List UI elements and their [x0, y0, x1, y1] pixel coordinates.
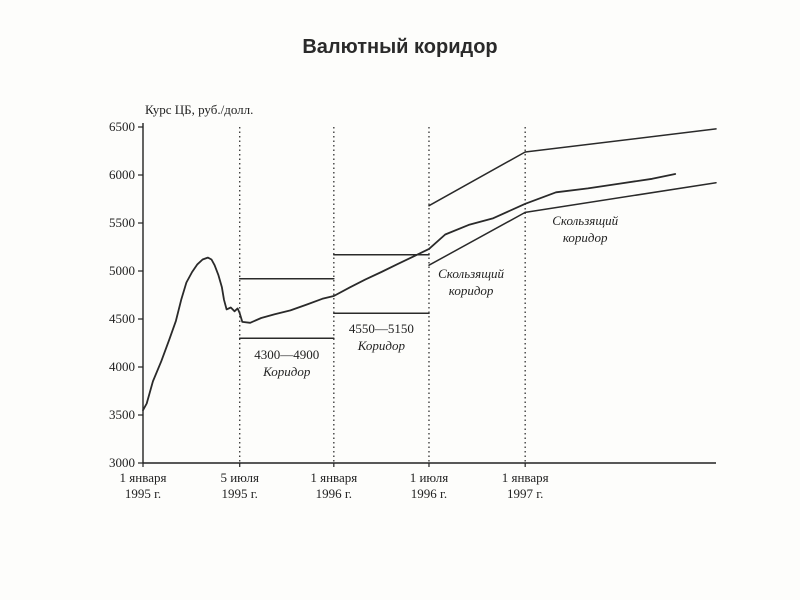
annotation-label: Коридор: [262, 364, 311, 379]
y-tick-label: 6500: [109, 119, 135, 134]
y-tick-label: 3000: [109, 455, 135, 470]
corridor-band-line: [428, 211, 526, 266]
annotation-label: 4550—5150: [349, 321, 414, 336]
annotation-label: Скользящий: [552, 213, 618, 228]
y-tick-label: 6000: [109, 167, 135, 182]
labels-layer: 4300—4900 Коридор 4550—5150 Коридор Скользящ…: [254, 213, 618, 379]
annotation-label: коридор: [449, 283, 494, 298]
x-tick-label-bottom: 1995 г.: [125, 486, 161, 501]
annotation-label: Скользящий: [438, 266, 504, 281]
series-layer: [142, 128, 717, 412]
corridor-band-line: [524, 128, 717, 153]
x-tick-label-bottom: 1995 г.: [222, 486, 258, 501]
y-tick-label: 3500: [109, 407, 135, 422]
x-tick-label-top: 1 июля: [410, 470, 449, 485]
y-tick-label: 5000: [109, 263, 135, 278]
x-tick-label-top: 1 января: [310, 470, 357, 485]
x-tick-label-bottom: 1996 г.: [411, 486, 447, 501]
x-tick-label-bottom: 1997 г.: [507, 486, 543, 501]
x-tick-label-top: 5 июля: [220, 470, 259, 485]
annotation-label: коридор: [563, 230, 608, 245]
x-tick-label-top: 1 января: [120, 470, 167, 485]
y-tick-label: 4500: [109, 311, 135, 326]
x-tick-label-bottom: 1996 г.: [316, 486, 352, 501]
slide-title: Валютный коридор: [302, 36, 498, 58]
y-tick-label: 4000: [109, 359, 135, 374]
annotation-label: Коридор: [357, 338, 406, 353]
exchange-rate-line: [142, 173, 677, 412]
y-tick-label: 5500: [109, 215, 135, 230]
x-tick-label-top: 1 января: [502, 470, 549, 485]
corridor-band-line: [428, 151, 526, 207]
y-axis-title: Курс ЦБ, руб./долл.: [145, 102, 253, 117]
annotation-label: 4300—4900: [254, 347, 319, 362]
axes: 3000 3500 4000 4500 5000 5500 6000 6500 Курс ЦБ,…: [109, 102, 716, 501]
corridor-band-line: [524, 181, 717, 214]
